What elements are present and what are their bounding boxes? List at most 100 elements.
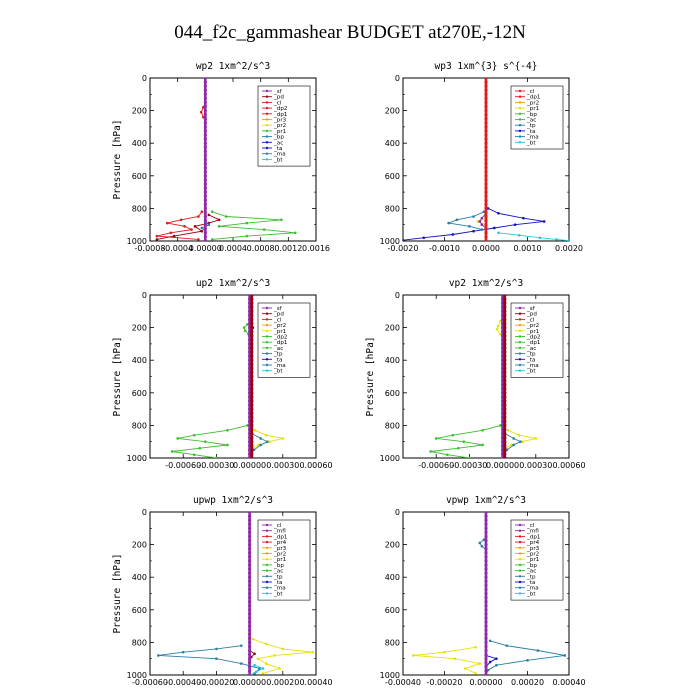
legend-label: _tp (526, 123, 536, 129)
profile-point (250, 378, 254, 383)
profile-point (248, 374, 252, 379)
series-point (192, 453, 196, 457)
profile-point (250, 309, 254, 313)
legend-marker (518, 535, 522, 538)
legend-label: _tp (526, 574, 536, 580)
legend-marker (518, 363, 522, 367)
profile-point (484, 595, 488, 600)
series-point (224, 215, 228, 218)
legend-marker (265, 112, 269, 116)
legend-marker (518, 306, 522, 310)
profile-point (501, 419, 505, 423)
panel-title: upwp 1xm^2/s^3 (193, 495, 273, 506)
profile-point (503, 317, 507, 322)
x-tick-label: 0.00020 (266, 678, 299, 687)
legend-marker (265, 318, 269, 321)
series-point (476, 220, 480, 223)
profile-point (484, 88, 488, 92)
legend-marker (265, 312, 269, 315)
profile-point (484, 78, 488, 80)
profile-point (484, 186, 488, 190)
profile-point (484, 534, 488, 539)
legend-label: _dp1 (273, 340, 288, 346)
series-point (262, 228, 266, 231)
series-point (443, 650, 446, 654)
profile-point (203, 121, 207, 125)
profile-point (503, 387, 507, 391)
profile-point (484, 636, 488, 640)
series-point (478, 541, 482, 545)
profile-point (250, 395, 254, 399)
series-line-1 (212, 211, 296, 240)
legend-label: _bp (273, 135, 284, 141)
series-point (495, 663, 498, 667)
profile-point (503, 374, 507, 379)
profile-point (503, 309, 507, 313)
legend-label: _bt (273, 157, 283, 163)
legend-marker (518, 329, 522, 332)
profile-point (248, 387, 252, 391)
profile-point (248, 628, 252, 632)
legend-label: _tp (526, 352, 536, 358)
x-tick-label: 0.0004 (219, 244, 247, 253)
series-point (462, 440, 466, 444)
profile-point (501, 411, 505, 415)
y-tick-label: 1000 (380, 454, 400, 463)
profile-point (484, 231, 488, 235)
profile-point (250, 427, 254, 432)
profile-point (250, 448, 254, 452)
profile-point (248, 452, 252, 456)
profile-point (203, 78, 207, 80)
series-group (412, 512, 567, 675)
series-point (499, 332, 502, 336)
legend-marker (265, 106, 269, 110)
profile-point (248, 317, 252, 322)
series-point (264, 662, 268, 665)
profile-point (248, 334, 252, 338)
series-point (478, 662, 482, 665)
legend-marker (265, 95, 269, 98)
profile-point (250, 342, 254, 346)
profile-point (501, 317, 505, 322)
legend-label: _dp1 (526, 95, 541, 101)
profile-point (503, 395, 507, 399)
series-point (190, 228, 193, 231)
profile-point (250, 440, 254, 444)
profile-point (248, 350, 252, 354)
profile-point (503, 350, 507, 354)
series-point (522, 216, 525, 220)
x-tick-label: -0.0010 (429, 244, 460, 253)
profile-point (503, 423, 507, 427)
y-tick-label: 800 (385, 204, 400, 213)
panel-title: vpwp 1xm^2/s^3 (446, 495, 526, 506)
profile-point (501, 423, 505, 427)
profile-point (503, 456, 507, 458)
legend-label: _ac (526, 346, 536, 352)
profile-point (501, 309, 505, 313)
y-tick-label: 600 (385, 606, 400, 615)
profile-point (501, 362, 505, 366)
x-tick-label: 0.0012 (274, 244, 302, 253)
profile-point (203, 125, 207, 129)
profile-point (203, 133, 207, 137)
legend-marker (265, 146, 269, 150)
series-point (493, 226, 496, 230)
profile-point (484, 571, 488, 575)
profile-point (484, 239, 488, 241)
profile-point (501, 415, 505, 419)
series-point (200, 226, 204, 230)
legend-marker (265, 352, 269, 355)
profile-point (484, 149, 488, 153)
profile-point (248, 423, 252, 427)
series-point (217, 218, 221, 222)
profile-point (248, 427, 252, 432)
profile-point (248, 644, 252, 649)
legend-label: _bt (273, 369, 283, 375)
legend-marker (265, 575, 269, 578)
panel-title: wp3 1xm^{3} s^{-4} (435, 61, 538, 72)
series-point (281, 437, 285, 440)
y-tick-label: 600 (132, 606, 147, 615)
x-tick-label: -0.0008 (135, 244, 166, 253)
legend-marker (265, 535, 269, 538)
